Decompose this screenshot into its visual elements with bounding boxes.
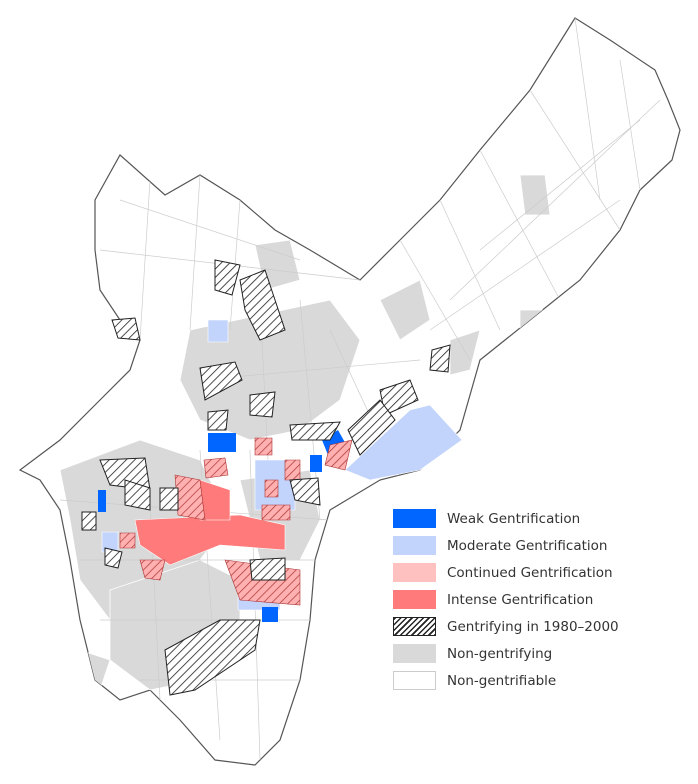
legend-item: Non-gentrifiable [393, 667, 619, 694]
legend-item: Intense Gentrification [393, 586, 619, 613]
legend-swatch [393, 671, 436, 690]
legend-item: Continued Gentrification [393, 559, 619, 586]
legend-label: Gentrifying in 1980–2000 [447, 618, 619, 635]
legend-label: Moderate Gentrification [447, 537, 608, 554]
legend-item: Moderate Gentrification [393, 532, 619, 559]
legend-swatch [393, 644, 436, 663]
legend-swatch [393, 536, 436, 555]
legend-label: Weak Gentrification [447, 510, 581, 527]
legend-swatch [393, 509, 436, 528]
legend-swatch [393, 617, 436, 636]
legend-label: Non-gentrifiable [447, 672, 557, 689]
legend-swatch [393, 563, 436, 582]
legend-item: Gentrifying in 1980–2000 [393, 613, 619, 640]
legend-label: Non-gentrifying [447, 645, 553, 662]
legend-label: Continued Gentrification [447, 564, 613, 581]
legend-label: Intense Gentrification [447, 591, 594, 608]
legend-swatch [393, 590, 436, 609]
intense-gentrification-tracts [134, 479, 286, 566]
map-legend: Weak Gentrification Moderate Gentrificati… [393, 505, 619, 694]
legend-item: Weak Gentrification [393, 505, 619, 532]
gentrifying-1980-2000-tracts [81, 259, 451, 696]
legend-item: Non-gentrifying [393, 640, 619, 667]
